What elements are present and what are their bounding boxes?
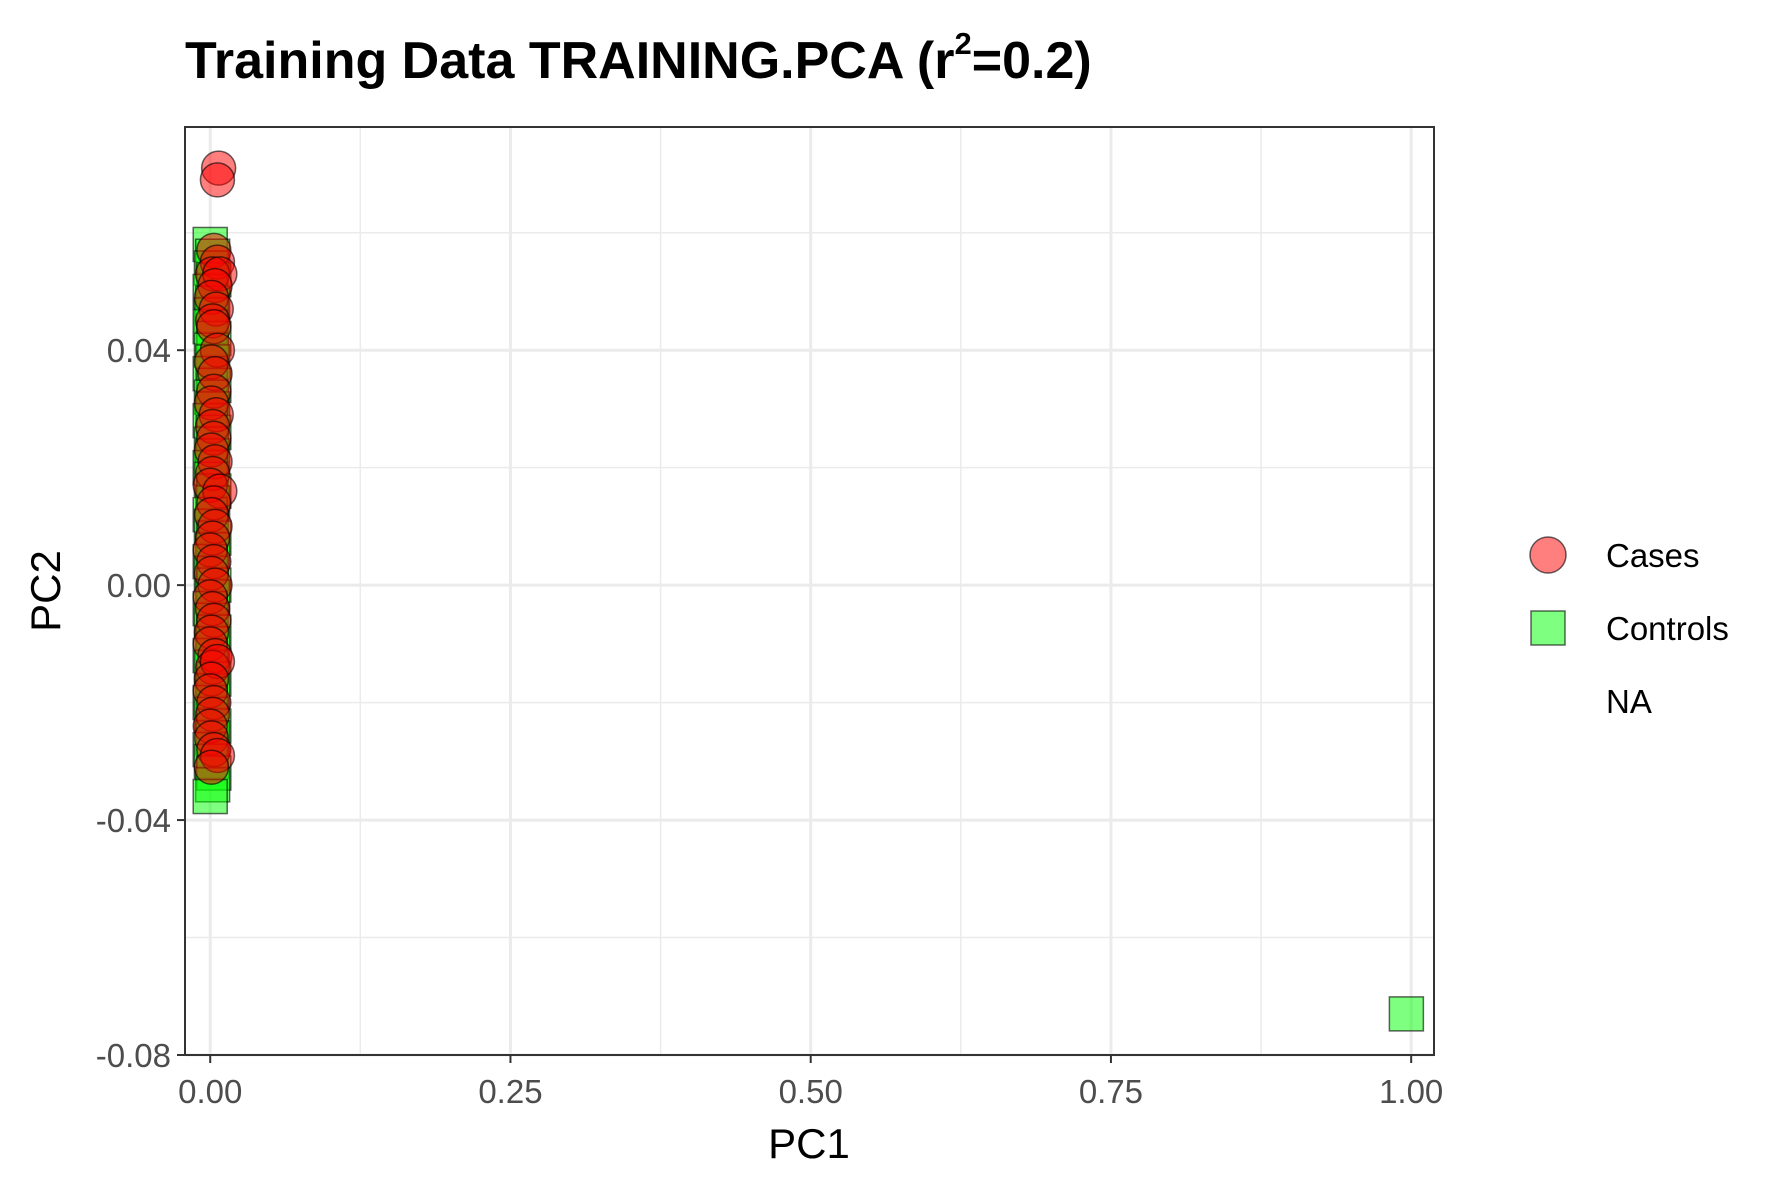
data-points — [192, 150, 1425, 1032]
y-tick-label: 0.04 — [107, 332, 171, 369]
chart-title-suffix: =0.2) — [972, 32, 1092, 90]
point-control — [1388, 996, 1425, 1032]
x-tick-label: 0.25 — [478, 1073, 542, 1110]
legend-label-na: NA — [1606, 683, 1652, 720]
chart-title-superscript: 2 — [954, 26, 971, 61]
legend-key-cases — [1529, 536, 1567, 574]
y-tick-label: 0.00 — [107, 567, 171, 604]
x-tick-label: 0.50 — [779, 1073, 843, 1110]
x-axis-title: PC1 — [768, 1120, 850, 1167]
x-tick-label: 0.75 — [1079, 1073, 1143, 1110]
y-tick-label: -0.08 — [96, 1037, 171, 1074]
plot-panel-border — [184, 126, 1435, 1056]
point-case — [199, 162, 236, 198]
y-axis-title: PC2 — [22, 550, 69, 632]
legend-key-controls — [1530, 610, 1566, 646]
legend: Cases Controls NA — [1529, 536, 1729, 720]
legend-label-controls: Controls — [1606, 610, 1729, 647]
legend-label-cases: Cases — [1606, 537, 1700, 574]
point-case — [193, 749, 230, 785]
point-control — [192, 778, 228, 815]
x-tick-label: 1.00 — [1379, 1073, 1443, 1110]
chart-title: Training Data TRAINING.PCA (r2=0.2) — [185, 26, 1092, 90]
chart-title-prefix: Training Data TRAINING.PCA (r — [185, 32, 954, 90]
x-tick-label: 0.00 — [178, 1073, 242, 1110]
y-tick-label: -0.04 — [96, 802, 171, 839]
x-axis: 0.00 0.25 0.50 0.75 1.00 — [178, 1055, 1443, 1110]
y-axis: -0.08 -0.04 0.00 0.04 — [96, 332, 185, 1074]
